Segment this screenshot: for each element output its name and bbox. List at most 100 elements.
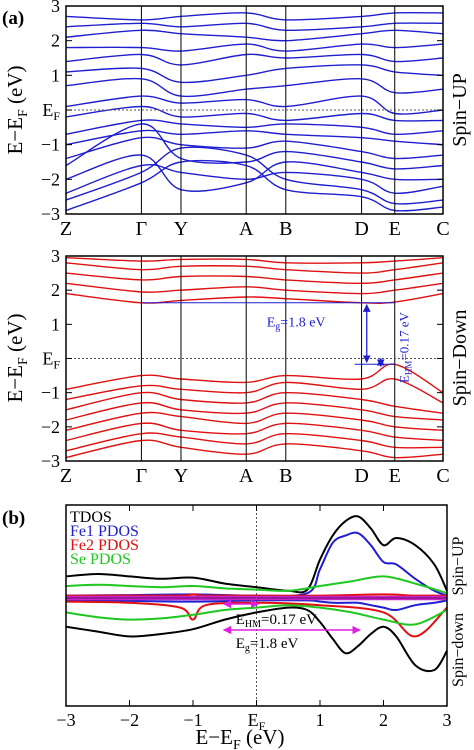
y-tick-label: −3 xyxy=(41,451,60,471)
svg-text:Spin−UP: Spin−UP xyxy=(450,536,467,595)
spin-down-y-ticks: 3 2 1 EF −1 −2 −3 xyxy=(41,246,443,471)
kpoint-label: B xyxy=(279,465,292,487)
y-tick-label: −3 xyxy=(41,204,60,224)
dos-ehm-label: EHM=0.17 eV xyxy=(236,612,317,630)
y-tick-label: 1 xyxy=(51,65,60,85)
panel-b-label: (b) xyxy=(2,508,25,529)
spin-up-bands xyxy=(65,11,444,212)
kpoint-label: E xyxy=(389,218,401,240)
spin-up-side-label: Spin−UP xyxy=(449,73,471,147)
band-line xyxy=(65,262,444,274)
spin-up-y-axis-label: E−EF (eV) xyxy=(3,65,31,154)
band-line xyxy=(65,95,444,115)
kpoint-label: C xyxy=(436,218,449,240)
kpoint-label: A xyxy=(239,465,254,487)
legend-entry: Se PDOS xyxy=(70,551,131,568)
kpoint-label: Y xyxy=(174,218,188,240)
band-line xyxy=(65,146,444,205)
dos-eg-label: Eg=1.8 eV xyxy=(236,636,299,654)
y-tick-label: 2 xyxy=(51,31,60,51)
band-line xyxy=(65,119,444,136)
band-line xyxy=(65,257,444,264)
kpoint-label: D xyxy=(354,465,368,487)
band-line xyxy=(65,22,444,32)
x-tick-label: 2 xyxy=(379,710,388,730)
svg-text:E−EF (eV): E−EF (eV) xyxy=(3,313,31,402)
svg-text:Spin−Down: Spin−Down xyxy=(449,310,471,407)
band-line xyxy=(65,159,444,212)
band-line xyxy=(65,391,444,414)
svg-text:Spin−down: Spin−down xyxy=(450,613,467,687)
spin-down-side-label: Spin−Down xyxy=(449,310,471,407)
dos-curve-down xyxy=(65,606,448,673)
band-line xyxy=(65,272,444,285)
band-line xyxy=(65,292,444,304)
kpoint-label: Γ xyxy=(136,465,148,487)
band-line xyxy=(65,378,444,404)
band-line xyxy=(65,401,444,421)
kpoint-label: Y xyxy=(174,465,188,487)
svg-text:EHM=0.17 eV: EHM=0.17 eV xyxy=(397,311,414,383)
band-line xyxy=(65,282,444,295)
x-tick-label: 1 xyxy=(316,710,325,730)
dos-curve-down xyxy=(65,599,448,612)
svg-text:E−EF (eV): E−EF (eV) xyxy=(3,65,31,154)
y-tick-label: 1 xyxy=(51,314,60,334)
band-line xyxy=(65,64,444,84)
kpoint-label: Γ xyxy=(136,218,148,240)
band-line xyxy=(65,439,444,459)
x-tick-label: 3 xyxy=(443,710,452,730)
y-tick-label: −2 xyxy=(41,417,60,437)
legend-entry: TDOS xyxy=(70,509,112,526)
band-line xyxy=(65,136,444,160)
spin-down-gap-annotations: Eg=1.8 eV EHM=0.17 eV xyxy=(141,302,414,383)
band-line xyxy=(65,29,444,42)
dos-curve-up xyxy=(65,575,448,595)
y-tick-label: 3 xyxy=(51,246,60,266)
band-line xyxy=(65,422,444,442)
dos-curve-up xyxy=(66,593,448,597)
y-tick-label: −1 xyxy=(41,135,60,155)
band-line xyxy=(65,77,444,98)
spin-down-band-panel: Eg=1.8 eV EHM=0.17 eV 3 2 1 EF −1 −2 −3 Z Γ Y A B D… xyxy=(3,246,471,487)
y-tick-label: −2 xyxy=(41,169,60,189)
kpoint-label: E xyxy=(389,465,401,487)
panel-a-label: (a) xyxy=(2,8,24,29)
kpoint-label: D xyxy=(354,218,368,240)
kpoint-label: B xyxy=(279,218,292,240)
spin-down-y-axis-label: E−EF (eV) xyxy=(3,313,31,402)
band-line xyxy=(65,411,444,431)
x-tick-label: −1 xyxy=(183,710,202,730)
kpoint-label: C xyxy=(436,465,449,487)
dos-spin-down-label: Spin−down xyxy=(450,613,467,687)
eg-label: Eg=1.8 eV xyxy=(267,316,326,333)
spin-up-y-ticks: 3 2 1 EF −1 −2 −3 xyxy=(41,0,443,224)
legend-entry: Fe2 PDOS xyxy=(70,537,139,554)
band-line xyxy=(65,105,444,122)
dos-curve-up xyxy=(65,515,448,594)
y-tick-label: −1 xyxy=(41,383,60,403)
band-line xyxy=(65,43,444,52)
dos-x-axis-label: E−EF (eV) xyxy=(195,725,284,750)
dos-x-ticks: −3 −2 −1 EF 1 2 3 xyxy=(56,505,452,733)
ehm-label: EHM=0.17 eV xyxy=(397,311,414,383)
x-tick-label: −3 xyxy=(56,710,75,730)
band-line xyxy=(65,432,444,452)
legend-entry: Fe1 PDOS xyxy=(70,523,139,540)
kpoint-label: Z xyxy=(60,218,72,240)
dos-gap-annotations: EHM=0.17 eV Eg=1.8 eV xyxy=(222,599,361,654)
band-line xyxy=(65,53,444,66)
band-line xyxy=(65,11,444,21)
kpoint-label: A xyxy=(239,218,254,240)
spin-down-bands xyxy=(65,257,444,459)
band-line xyxy=(65,129,444,146)
kpoint-label: Z xyxy=(60,465,72,487)
svg-text:Spin−UP: Spin−UP xyxy=(449,73,471,147)
y-tick-label: EF xyxy=(42,349,60,372)
y-tick-label: 3 xyxy=(51,0,60,16)
